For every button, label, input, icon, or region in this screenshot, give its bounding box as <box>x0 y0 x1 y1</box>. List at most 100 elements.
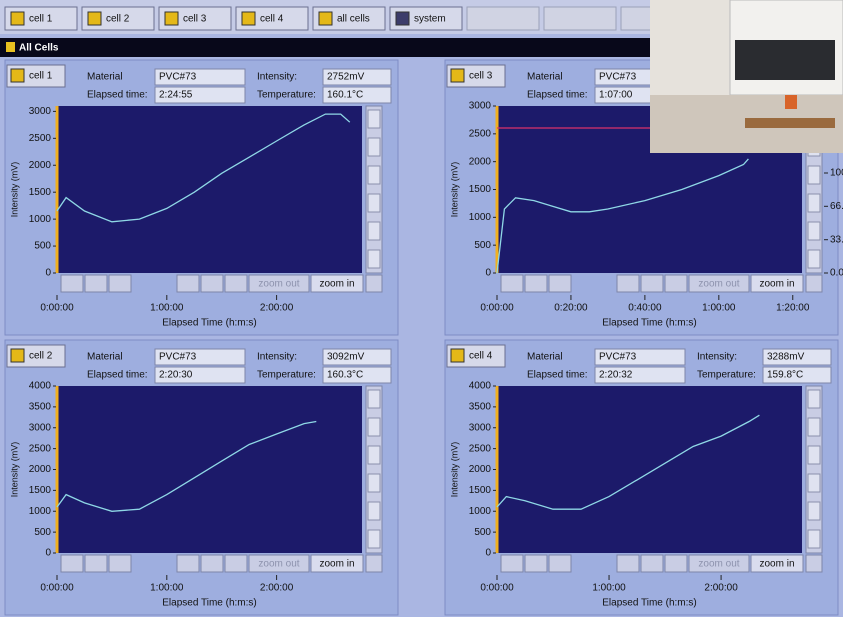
nav-button[interactable] <box>525 555 547 572</box>
zoom-in-label: zoom in <box>759 279 794 290</box>
scroll-button[interactable] <box>368 250 380 268</box>
scroll-button[interactable] <box>808 250 820 268</box>
nav-button[interactable] <box>201 275 223 292</box>
scroll-button[interactable] <box>808 166 820 184</box>
scroll-button[interactable] <box>368 474 380 492</box>
scroll-button[interactable] <box>368 222 380 240</box>
field-label: Elapsed time: <box>87 370 148 381</box>
plot-area <box>57 106 362 273</box>
button-icon <box>319 12 332 25</box>
field-value: 160.1°C <box>327 90 363 101</box>
y-tick-label: 1000 <box>469 506 492 517</box>
y-axis-label: Intensity (mV) <box>449 162 459 218</box>
button-label: cell 1 <box>29 14 53 25</box>
field-label: Intensity: <box>257 352 297 363</box>
x-tick-label: 1:20:00 <box>776 303 810 314</box>
y-axis-label: Intensity (mV) <box>9 442 19 498</box>
nav-button[interactable] <box>201 555 223 572</box>
nav-button[interactable] <box>225 555 247 572</box>
nav-button[interactable] <box>61 275 83 292</box>
button-icon <box>165 12 178 25</box>
nav-button[interactable] <box>665 275 687 292</box>
toolbar-button[interactable]: cell 1 <box>5 7 77 30</box>
zoom-in-label: zoom in <box>319 559 354 570</box>
nav-button[interactable] <box>549 555 571 572</box>
grid-button[interactable] <box>366 275 382 292</box>
y-tick-label: 1000 <box>469 212 492 223</box>
scroll-button[interactable] <box>368 194 380 212</box>
y-tick-label: 0 <box>485 268 491 279</box>
y2-tick-label: 66.7 <box>830 201 843 212</box>
y-tick-label: 1000 <box>29 506 52 517</box>
toolbar-button[interactable]: system <box>390 7 462 30</box>
photo-inset <box>650 0 843 153</box>
zoom-in-label: zoom in <box>319 279 354 290</box>
toolbar-button[interactable]: cell 4 <box>236 7 308 30</box>
field-value: 3288mV <box>767 352 805 363</box>
field-label: Intensity: <box>697 352 737 363</box>
nav-button[interactable] <box>641 555 663 572</box>
y-tick-label: 3000 <box>469 101 492 112</box>
scroll-bar[interactable] <box>806 386 822 553</box>
nav-button[interactable] <box>501 555 523 572</box>
scroll-bar[interactable] <box>366 386 382 553</box>
scroll-button[interactable] <box>368 530 380 548</box>
zoom-out-label: zoom out <box>258 559 299 570</box>
scroll-button[interactable] <box>808 502 820 520</box>
scroll-button[interactable] <box>368 418 380 436</box>
scroll-bar[interactable] <box>366 106 382 273</box>
field-value: PVC#73 <box>599 352 637 363</box>
y-axis-label: Intensity (mV) <box>449 442 459 498</box>
nav-button[interactable] <box>225 275 247 292</box>
scroll-button[interactable] <box>368 446 380 464</box>
scroll-button[interactable] <box>368 390 380 408</box>
nav-button[interactable] <box>617 555 639 572</box>
nav-button[interactable] <box>641 275 663 292</box>
scroll-button[interactable] <box>368 166 380 184</box>
scroll-button[interactable] <box>808 530 820 548</box>
scroll-button[interactable] <box>368 138 380 156</box>
nav-button[interactable] <box>177 555 199 572</box>
zoom-out-label: zoom out <box>698 559 739 570</box>
scroll-button[interactable] <box>808 390 820 408</box>
y-tick-label: 4000 <box>469 381 492 392</box>
toolbar-button[interactable]: cell 2 <box>82 7 154 30</box>
scroll-button[interactable] <box>808 222 820 240</box>
scroll-button[interactable] <box>808 194 820 212</box>
nav-button[interactable] <box>617 275 639 292</box>
y-tick-label: 2500 <box>469 128 492 139</box>
x-axis-label: Elapsed Time (h:m:s) <box>162 598 256 609</box>
scroll-button[interactable] <box>808 418 820 436</box>
nav-button[interactable] <box>501 275 523 292</box>
grid-button[interactable] <box>806 555 822 572</box>
nav-button[interactable] <box>549 275 571 292</box>
grid-button[interactable] <box>806 275 822 292</box>
x-tick-label: 0:00:00 <box>480 303 514 314</box>
toolbar-button[interactable]: cell 3 <box>159 7 231 30</box>
nav-button[interactable] <box>109 275 131 292</box>
nav-button[interactable] <box>665 555 687 572</box>
scroll-button[interactable] <box>808 446 820 464</box>
scroll-button[interactable] <box>368 502 380 520</box>
nav-button[interactable] <box>85 555 107 572</box>
x-axis-label: Elapsed Time (h:m:s) <box>602 318 696 329</box>
grid-button[interactable] <box>366 555 382 572</box>
field-label: Temperature: <box>257 370 316 381</box>
scroll-button[interactable] <box>808 474 820 492</box>
nav-button[interactable] <box>61 555 83 572</box>
nav-button[interactable] <box>177 275 199 292</box>
y-tick-label: 0 <box>45 268 51 279</box>
disabled-button[interactable] <box>544 7 616 30</box>
button-icon <box>11 12 24 25</box>
field-label: Elapsed time: <box>87 90 148 101</box>
cell-label: cell 3 <box>469 71 493 82</box>
x-tick-label: 2:00:00 <box>704 583 738 594</box>
nav-button[interactable] <box>525 275 547 292</box>
nav-button[interactable] <box>109 555 131 572</box>
scroll-button[interactable] <box>368 110 380 128</box>
y-tick-label: 500 <box>34 527 51 538</box>
photo-sample <box>785 95 797 109</box>
disabled-button[interactable] <box>467 7 539 30</box>
nav-button[interactable] <box>85 275 107 292</box>
toolbar-button[interactable]: all cells <box>313 7 385 30</box>
